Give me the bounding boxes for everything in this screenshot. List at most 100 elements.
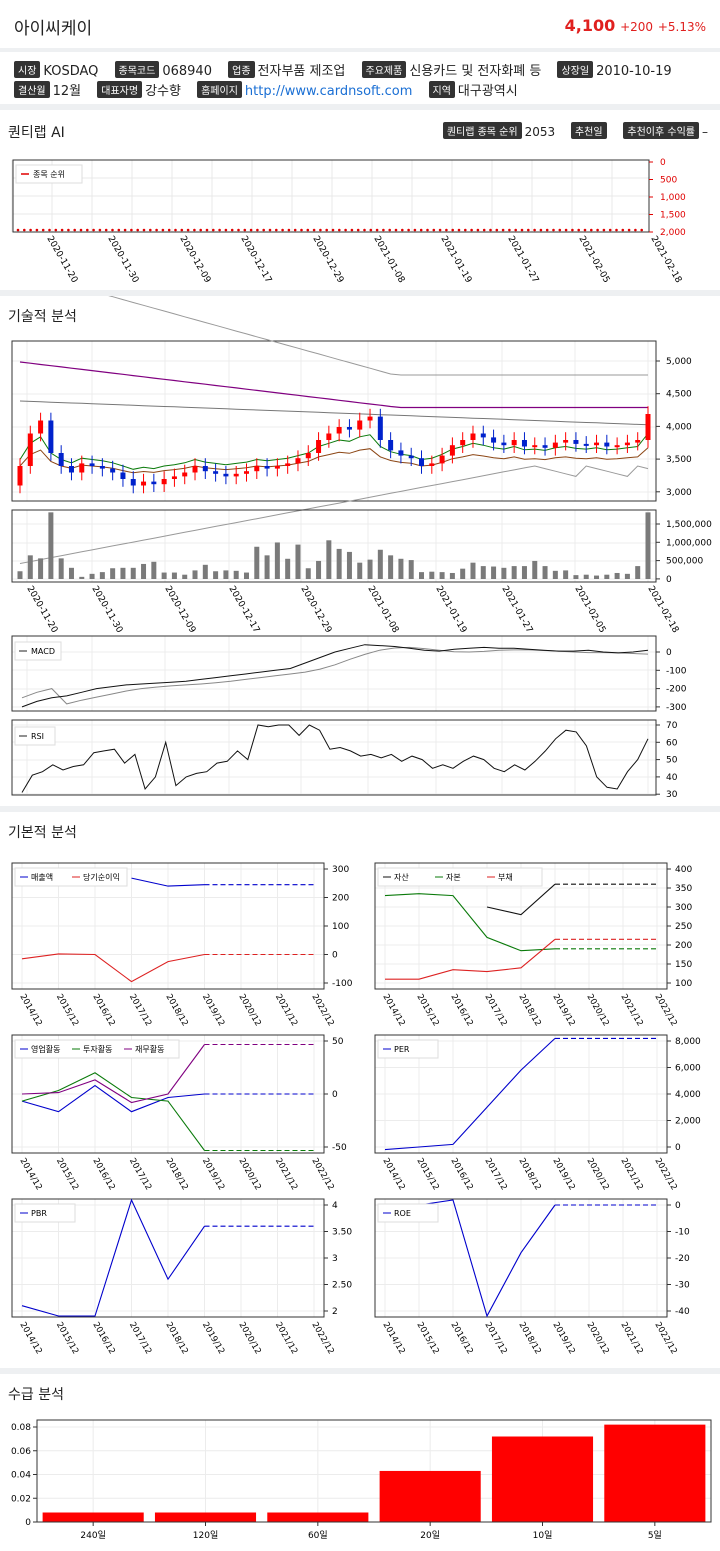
rank-legend-label: 종목 순위 [33, 170, 65, 179]
quantilab-title: 퀀티랩 AI [8, 125, 65, 141]
candle-body [285, 463, 291, 466]
volume-bar [377, 549, 383, 579]
volume-bar [17, 571, 23, 579]
rec-date-tag: 추천일 [570, 122, 607, 139]
fund-xtick-label: 2016/12 [448, 1321, 474, 1357]
rank-point [54, 228, 58, 232]
bollinger-lower [19, 465, 649, 564]
ceo-tag: 대표자명 [97, 81, 143, 98]
supply-bar [491, 1436, 594, 1522]
fund-chart-자산: 400 350 300 250 200 150 100 자산 자본 부채 2014/12 2015/1… [374, 862, 692, 1029]
rank-point [527, 228, 530, 232]
rank-point [457, 228, 461, 232]
volume-bar [645, 512, 651, 579]
fund-legend-box [377, 1203, 439, 1223]
fund-ytick-label: 200 [675, 941, 692, 951]
candle-body [171, 476, 177, 479]
tech-xtick-label: 2021-02-18 [645, 585, 680, 636]
rank-ytick-label: 2,000 [660, 228, 686, 238]
rank-point [627, 228, 631, 232]
volume-bar [89, 573, 95, 579]
volume-bar [594, 575, 600, 579]
rsi-ytick-label: 30 [666, 790, 678, 800]
fund-ytick-label: -30 [675, 1281, 690, 1291]
volume-bar [635, 566, 641, 579]
fund-ytick-label: -10 [675, 1228, 690, 1238]
candle-body [552, 442, 558, 448]
supply-xtick-label: 5일 [648, 1530, 662, 1541]
fund-chart-PBR: 4 3.50 3 2.50 2 PBR 2014/12 2015/12 2016/12 2017/… [11, 1198, 352, 1357]
fund-ytick-label: 2.50 [332, 1281, 352, 1291]
product-tag: 주요제품 [361, 61, 407, 78]
code-tag: 종목코드 [114, 61, 160, 78]
candle-body [491, 437, 497, 443]
fiscal-tag: 결산월 [14, 81, 50, 98]
fund-xtick-label: 2015/12 [54, 1157, 80, 1193]
candle-body [326, 433, 332, 440]
fund-ytick-label: 0 [675, 1143, 681, 1153]
rank-point [230, 228, 234, 232]
listed-value: 2010-10-19 [596, 64, 672, 79]
fund-xtick-label: 2022/12 [309, 993, 335, 1029]
rank-point [67, 228, 70, 232]
fund-xtick-label: 2021/12 [618, 1157, 644, 1193]
candle-body [336, 427, 342, 434]
homepage-link[interactable]: http://www.cardnsoft.com [244, 84, 413, 99]
rank-point [470, 228, 473, 232]
fund-xtick-label: 2020/12 [584, 1321, 610, 1357]
rank-point [325, 228, 329, 232]
fund-ytick-label: 3 [332, 1254, 338, 1264]
supply-ytick-label: 0.02 [11, 1494, 31, 1504]
supply-bar [379, 1470, 481, 1522]
rank-point [300, 228, 303, 232]
candle-body [480, 433, 486, 438]
fund-line [21, 1084, 205, 1113]
volume-bar [511, 566, 517, 579]
volume-bar [182, 574, 188, 579]
candle-body [151, 481, 157, 485]
volume-bar [491, 566, 497, 579]
macd-ytick-label: -200 [666, 685, 687, 695]
rank-point [174, 228, 177, 232]
rank-ytick-label: 1,500 [660, 211, 686, 221]
fund-ytick-label: 4,000 [675, 1090, 701, 1100]
supply-xtick-label: 10일 [533, 1530, 553, 1541]
rsi-ytick-label: 60 [666, 738, 678, 748]
candle-body [141, 481, 147, 486]
candle-body [532, 445, 538, 448]
candle-body [604, 442, 610, 447]
fund-xtick-label: 2017/12 [482, 1321, 508, 1357]
fund-xtick-label: 2022/12 [652, 1157, 678, 1193]
candle-body [398, 450, 404, 456]
fund-ytick-label: 400 [675, 865, 692, 875]
rank-point [224, 228, 228, 232]
rank-point [464, 228, 467, 232]
rank-chart: 종목 순위 0 500 1,000 1,500 2,000 2020-11-20 2020… [11, 158, 686, 285]
candle-body [449, 445, 455, 456]
volume-bar [480, 566, 486, 579]
volume-bar [27, 555, 33, 579]
rank-point [123, 228, 127, 232]
rank-point [401, 228, 404, 232]
fund-xtick-label: 2021/12 [273, 1321, 299, 1357]
candle-body [295, 458, 301, 464]
rank-point [545, 228, 549, 232]
fund-xtick-label: 2018/12 [516, 993, 542, 1029]
fund-xtick-label: 2022/12 [652, 993, 678, 1029]
rank-xtick-label: 2021-02-05 [576, 235, 611, 285]
volume-bar [388, 555, 394, 579]
rsi-legend: RSI [14, 726, 56, 746]
rsi-ytick-label: 50 [666, 756, 678, 766]
rank-point [167, 228, 171, 232]
rank-point [495, 228, 499, 232]
rsi-legend-label: RSI [31, 732, 44, 741]
fund-ytick-label: -100 [332, 979, 353, 989]
fund-legend-label: 당기순이익 [83, 872, 120, 882]
candle-body [594, 442, 600, 446]
volume-bar [48, 512, 54, 579]
fiscal-value: 12월 [52, 84, 82, 99]
rank-point [489, 228, 492, 232]
candle-body [38, 420, 44, 434]
candle-body [419, 458, 425, 466]
volume-ytick-label: 1,500,000 [666, 520, 712, 530]
